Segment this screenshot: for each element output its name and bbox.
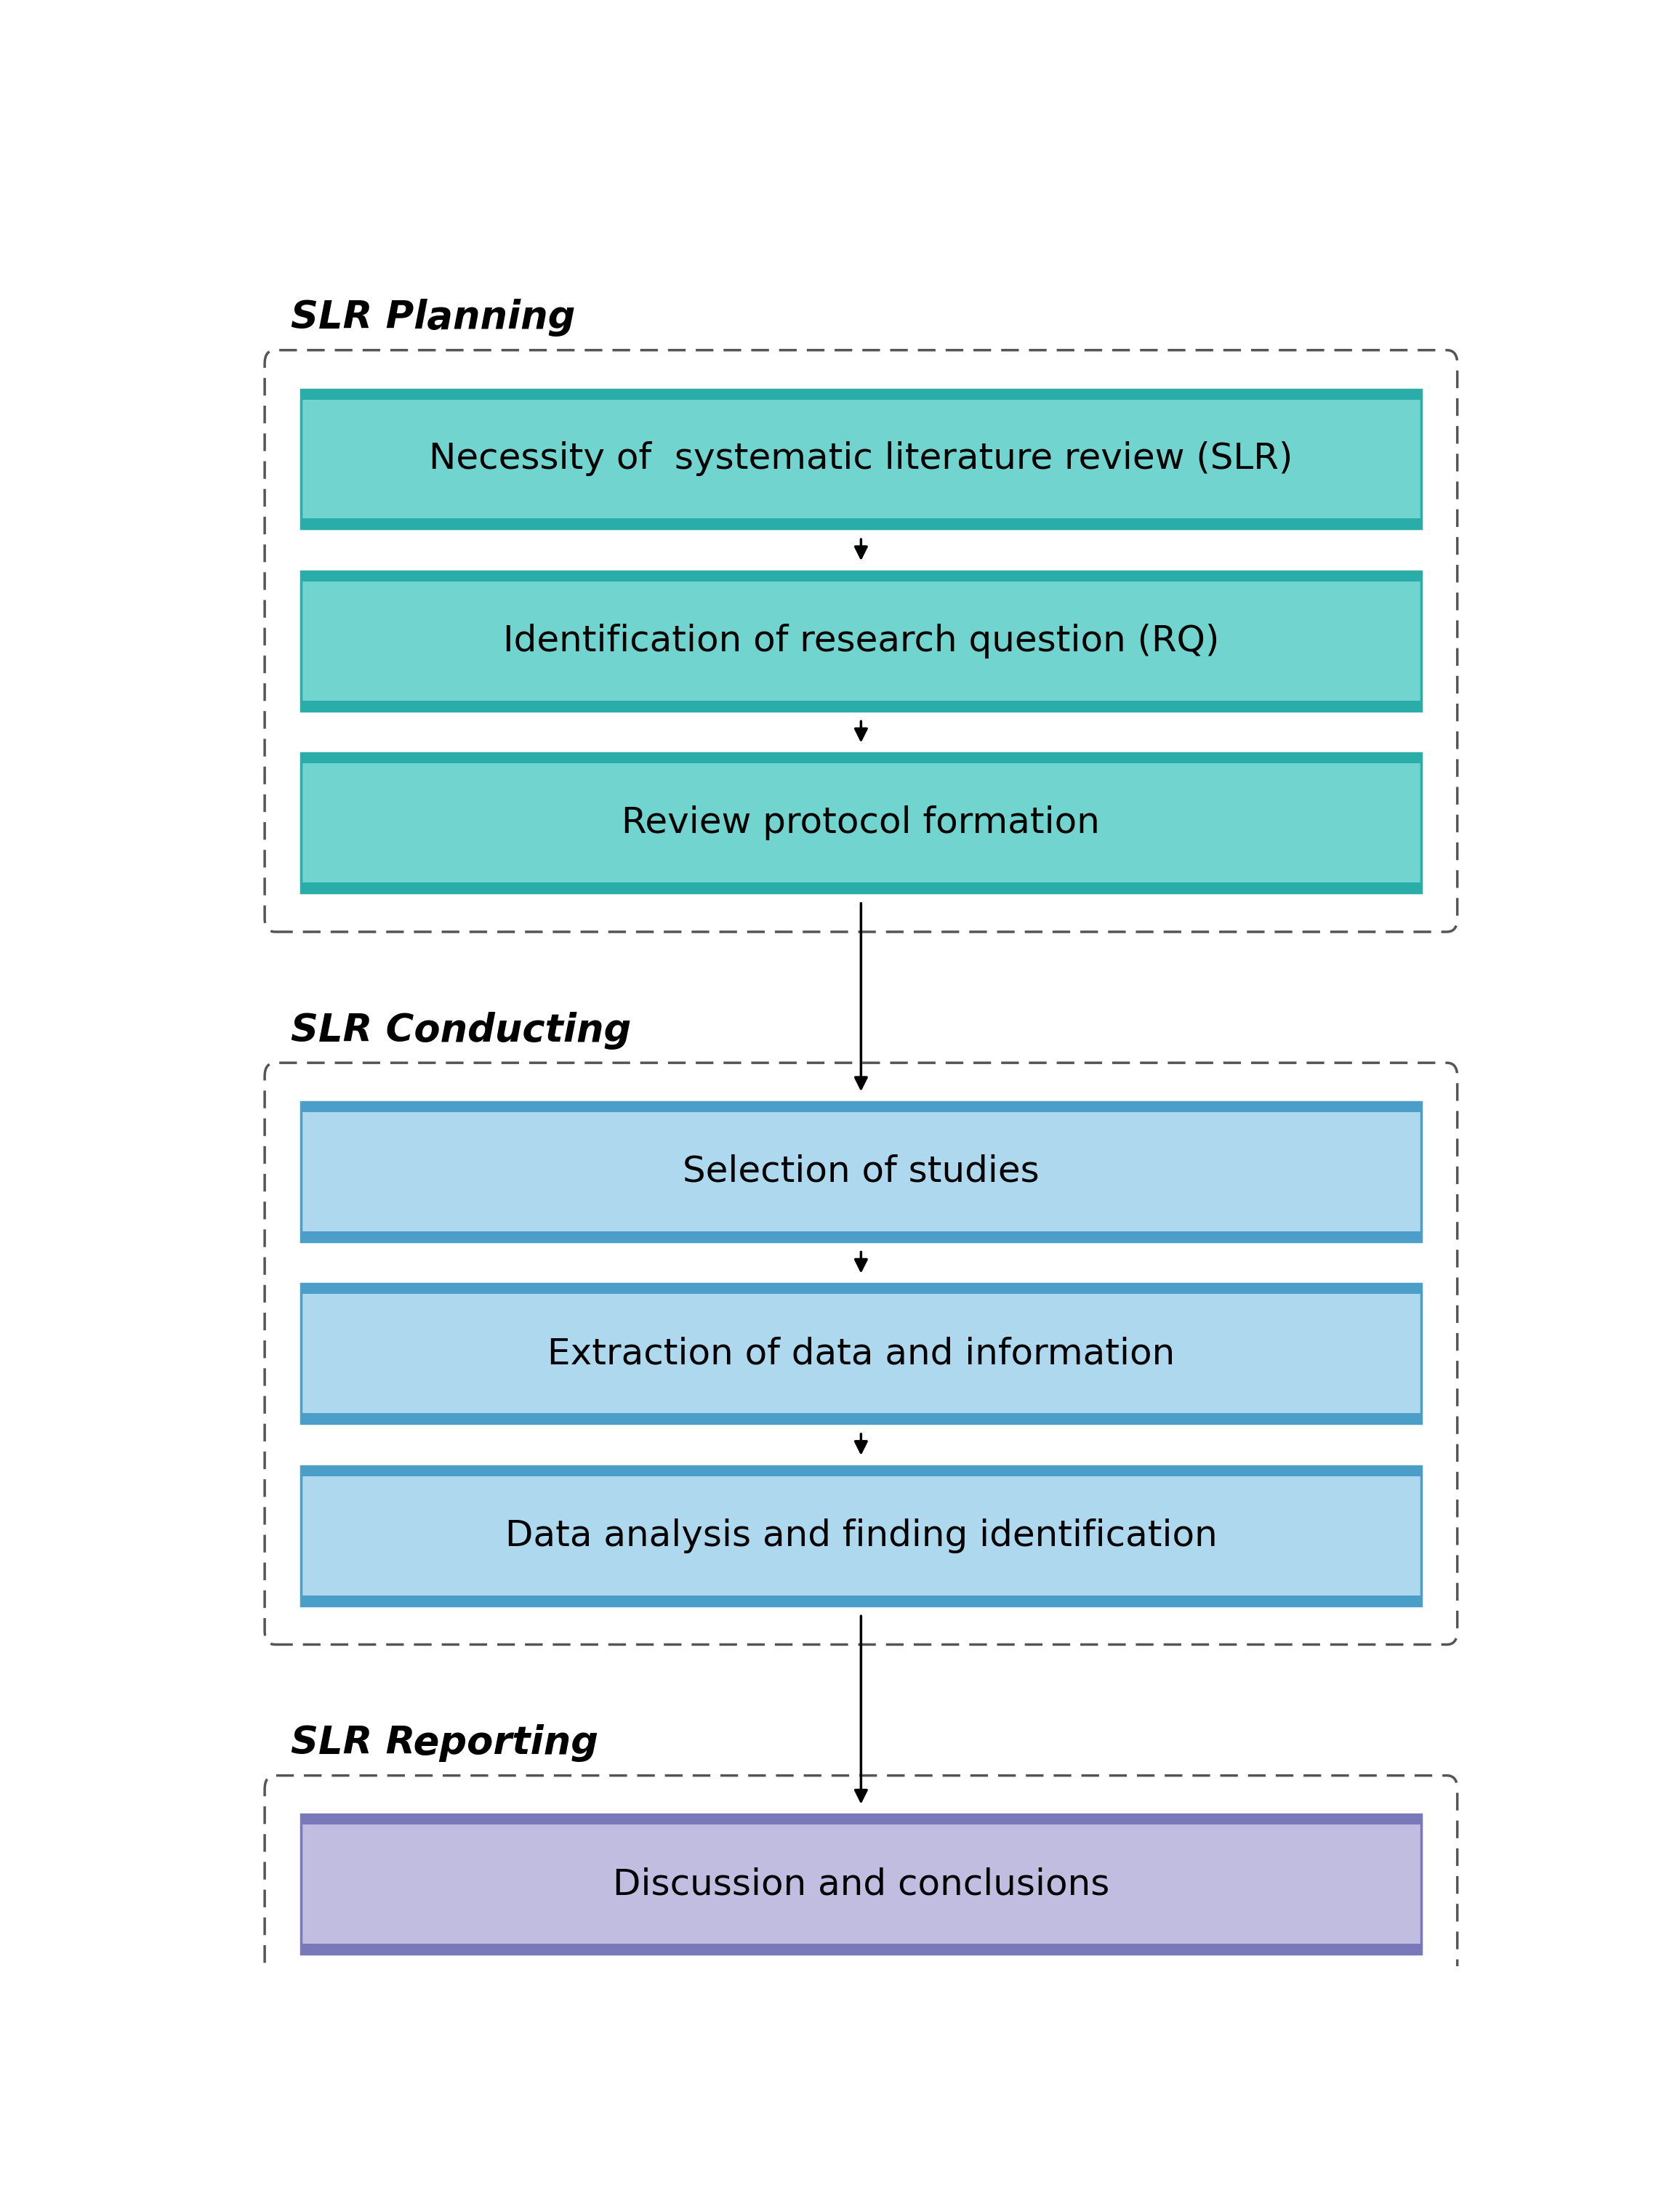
FancyBboxPatch shape <box>301 1595 1421 1606</box>
Text: Review protocol formation: Review protocol formation <box>622 806 1100 839</box>
FancyBboxPatch shape <box>301 572 1421 581</box>
Text: Data analysis and finding identification: Data analysis and finding identification <box>506 1518 1216 1553</box>
FancyBboxPatch shape <box>301 1814 1421 1825</box>
Text: SLR Conducting: SLR Conducting <box>291 1012 632 1049</box>
FancyBboxPatch shape <box>301 1230 1421 1241</box>
FancyBboxPatch shape <box>301 1102 1421 1241</box>
FancyBboxPatch shape <box>301 519 1421 528</box>
FancyBboxPatch shape <box>301 1467 1421 1476</box>
FancyBboxPatch shape <box>301 389 1421 400</box>
Text: Discussion and conclusions: Discussion and conclusions <box>613 1867 1109 1902</box>
FancyBboxPatch shape <box>301 700 1421 711</box>
FancyBboxPatch shape <box>301 572 1421 711</box>
FancyBboxPatch shape <box>301 389 1421 528</box>
FancyBboxPatch shape <box>301 1283 1421 1294</box>
Text: Extraction of data and information: Extraction of data and information <box>548 1336 1174 1372</box>
FancyBboxPatch shape <box>301 1944 1421 1955</box>
FancyBboxPatch shape <box>301 1414 1421 1423</box>
Text: SLR Reporting: SLR Reporting <box>291 1725 598 1763</box>
Text: Selection of studies: Selection of studies <box>682 1155 1040 1188</box>
FancyBboxPatch shape <box>301 1467 1421 1606</box>
Text: SLR Planning: SLR Planning <box>291 298 575 338</box>
FancyBboxPatch shape <box>301 1814 1421 1955</box>
FancyBboxPatch shape <box>301 884 1421 892</box>
Text: Identification of research question (RQ): Identification of research question (RQ) <box>502 623 1220 658</box>
FancyBboxPatch shape <box>301 753 1421 764</box>
Text: Necessity of  systematic literature review (SLR): Necessity of systematic literature revie… <box>428 442 1294 477</box>
FancyBboxPatch shape <box>301 1283 1421 1423</box>
FancyBboxPatch shape <box>301 753 1421 892</box>
FancyBboxPatch shape <box>301 1102 1421 1111</box>
